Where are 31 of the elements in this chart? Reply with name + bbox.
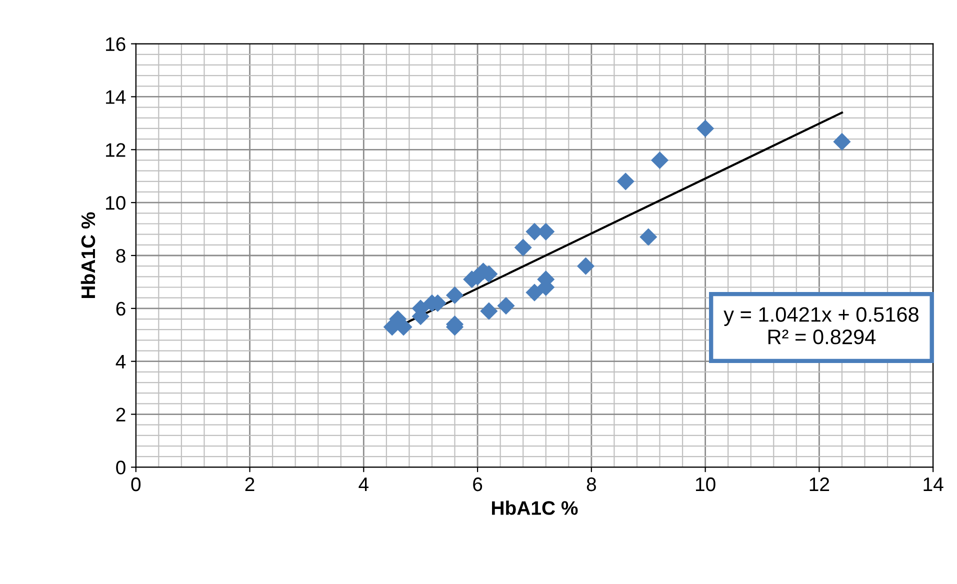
- x-tick-label: 8: [586, 477, 596, 492]
- point: [446, 286, 464, 304]
- y-tick-label: 12: [106, 143, 126, 157]
- x-tick-label: 4: [358, 478, 368, 492]
- point: [696, 120, 714, 138]
- y-tick-label: 6: [116, 302, 126, 316]
- y-tick-label: 10: [106, 196, 126, 210]
- point: [576, 257, 595, 275]
- y-tick-label: 8: [116, 248, 126, 263]
- y-axis-title: HbA1C %: [80, 212, 96, 298]
- x-tick-label: 12: [810, 477, 830, 492]
- x-tick-label: 0: [131, 477, 141, 492]
- point: [480, 302, 498, 320]
- x-tick-label: 10: [696, 477, 716, 492]
- x-tick-label: 2: [245, 477, 254, 492]
- point: [514, 238, 532, 256]
- point: [526, 284, 544, 302]
- y-tick-label: 16: [106, 37, 126, 52]
- point: [650, 151, 669, 170]
- y-tick-label: 14: [106, 90, 126, 104]
- y-tick-label: 4: [116, 355, 126, 368]
- x-tick-label: 14: [924, 478, 944, 492]
- point: [497, 296, 515, 315]
- point: [640, 228, 658, 246]
- y-tick-label: 2: [116, 408, 126, 422]
- x-axis-title: HbA1C %: [492, 500, 578, 515]
- point: [616, 172, 634, 190]
- point: [833, 132, 851, 150]
- x-tick-label: 6: [473, 477, 482, 492]
- y-tick-label: 0: [116, 460, 126, 474]
- annotation: y = 1.0421x + 0.5168 R² = 0.8294: [724, 307, 918, 344]
